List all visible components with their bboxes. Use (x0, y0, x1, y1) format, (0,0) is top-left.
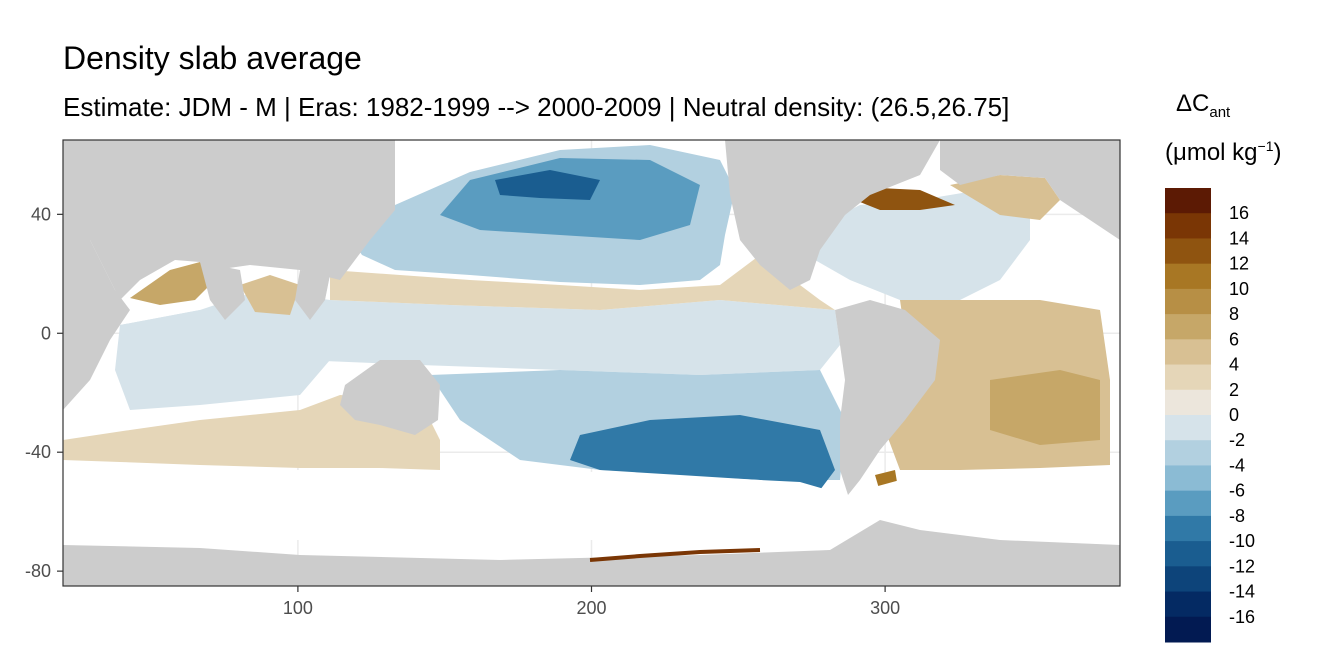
legend-bin (1165, 440, 1211, 466)
bay-of-bengal (240, 275, 300, 315)
south-pacific-strong (570, 415, 835, 490)
y-tick-label: 40 (31, 204, 51, 224)
y-tick-label: -40 (25, 442, 51, 462)
x-tick-label: 200 (576, 598, 606, 618)
legend-bin (1165, 616, 1211, 643)
south-atlantic-warm (990, 370, 1100, 445)
south-america-land (835, 300, 940, 495)
legend-bin (1165, 188, 1211, 214)
chart-title: Density slab average (63, 40, 362, 76)
labrador-sea (855, 188, 955, 210)
legend-bin (1165, 288, 1211, 315)
africa-land (63, 240, 130, 410)
legend-bin (1165, 213, 1211, 239)
north-america-land (725, 140, 940, 290)
legend-label: -6 (1229, 481, 1245, 501)
y-tick-label: 0 (41, 323, 51, 343)
legend-title: ΔCant (1176, 90, 1231, 121)
antarctica-land (63, 520, 1120, 586)
antarctic-coast-warm (589, 548, 761, 562)
map-panel (62, 139, 1121, 587)
legend-bin (1165, 490, 1211, 517)
legend-label: 16 (1229, 203, 1249, 223)
x-tick-label: 300 (870, 598, 900, 618)
legend: ΔCant (μmol kg−1) 16 14 12 10 8 6 4 2 0 -2 -4 -6 -8 -… (1165, 90, 1281, 643)
eurasia-land (63, 140, 395, 300)
australia-land (340, 360, 440, 435)
legend-label: -16 (1229, 607, 1255, 627)
legend-label: 2 (1229, 380, 1239, 400)
land-masses (63, 140, 1120, 586)
southern-ocean-empty (63, 468, 1120, 540)
north-pacific-core (495, 170, 600, 200)
legend-bin (1165, 515, 1211, 542)
legend-bin (1165, 263, 1211, 290)
legend-bin (1165, 364, 1211, 391)
north-atlantic-east (950, 175, 1060, 220)
heatmap-layer (63, 140, 1120, 586)
legend-label: -10 (1229, 531, 1255, 551)
legend-label: 14 (1229, 228, 1249, 248)
legend-label: -14 (1229, 582, 1255, 602)
legend-label: 10 (1229, 279, 1249, 299)
legend-labels: 16 14 12 10 8 6 4 2 0 -2 -4 -6 -8 -10 -12 -14 -16 (1229, 203, 1255, 627)
legend-label: 0 (1229, 405, 1239, 425)
y-axis: 40 0 -40 -80 (25, 204, 63, 581)
legend-label: 8 (1229, 304, 1239, 324)
greenland-europe-land (940, 140, 1120, 240)
legend-units: (μmol kg−1) (1165, 138, 1281, 166)
legend-label: -4 (1229, 455, 1245, 475)
x-axis: 100 200 300 (283, 586, 900, 618)
indian-ocean-north (115, 290, 330, 410)
legend-bin (1165, 465, 1211, 492)
legend-bin (1165, 238, 1211, 265)
legend-bin (1165, 541, 1211, 567)
arabian-sea (130, 262, 215, 305)
legend-bin (1165, 314, 1211, 340)
x-tick-label: 100 (283, 598, 313, 618)
legend-bin (1165, 339, 1211, 366)
legend-bin (1165, 415, 1211, 441)
legend-bin (1165, 591, 1211, 618)
chart-subtitle: Estimate: JDM - M | Eras: 1982-1999 --> … (63, 92, 1010, 122)
indian-ocean-field (63, 395, 440, 470)
legend-label: 6 (1229, 329, 1239, 349)
west-north-pacific (330, 255, 835, 310)
y-tick-label: -80 (25, 561, 51, 581)
legend-bin (1165, 566, 1211, 593)
southeast-asia-land (295, 270, 330, 320)
legend-label: 12 (1229, 254, 1249, 274)
legend-label: 4 (1229, 355, 1239, 375)
legend-label: -8 (1229, 506, 1245, 526)
legend-bin (1165, 389, 1211, 416)
legend-color-bins (1165, 188, 1211, 643)
legend-label: -2 (1229, 430, 1245, 450)
india-land (200, 262, 245, 320)
north-atlantic-field (810, 190, 1030, 300)
legend-label: -12 (1229, 556, 1255, 576)
